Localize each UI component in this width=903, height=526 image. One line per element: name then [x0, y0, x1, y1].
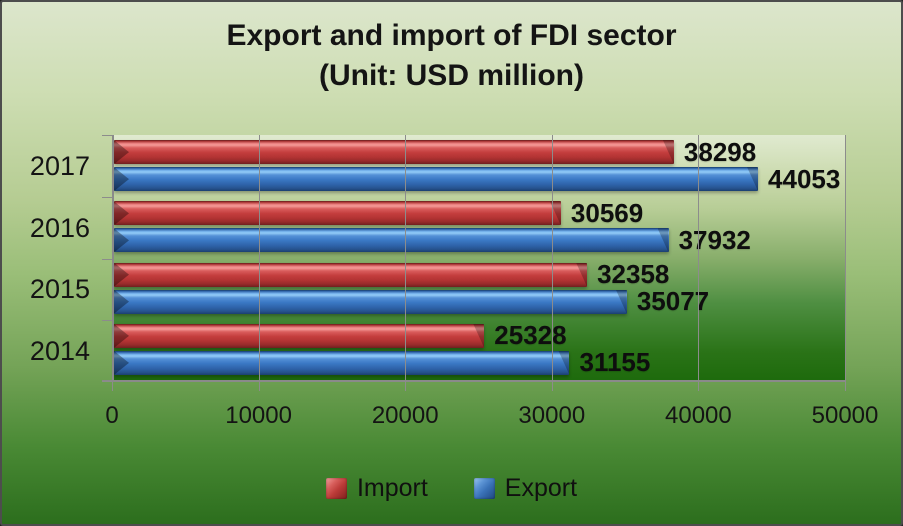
x-axis-label: 30000 — [518, 402, 586, 429]
bar-value-label: 37932 — [678, 224, 751, 255]
chart-title-line1: Export and import of FDI sector — [226, 19, 677, 52]
category-tick — [102, 381, 112, 382]
legend-marker-import-icon — [325, 478, 347, 499]
chart-title: Export and import of FDI sector (Unit: U… — [2, 16, 901, 95]
bar-value-label: 38298 — [683, 136, 757, 167]
bar-row: 25328 31155 — [114, 319, 845, 380]
category-tick — [102, 258, 112, 260]
legend-item-export: Export — [473, 474, 578, 503]
bar-line: 35077 — [114, 286, 845, 316]
bar-value-label: 31155 — [579, 347, 651, 378]
bar-export-2016 — [114, 228, 669, 253]
legend-item-import: Import — [325, 474, 428, 503]
bar-line: 31155 — [114, 347, 845, 377]
category-tick — [102, 196, 112, 198]
bar-import-2016 — [114, 201, 561, 226]
bar-export-2015 — [114, 289, 627, 314]
x-axis-tick — [551, 382, 553, 391]
y-axis-label: 2015 — [29, 274, 90, 305]
grid-line — [551, 135, 553, 382]
bar-value-label: 25328 — [494, 320, 567, 351]
x-axis-tick — [845, 382, 846, 391]
plot-area: 38298 44053 30569 37932 32358 35077 25328 31155 — [102, 135, 846, 391]
bar-row: 30569 37932 — [114, 196, 845, 257]
y-axis-label: 2017 — [29, 150, 90, 181]
grid-line — [845, 135, 846, 382]
x-axis-label: 50000 — [811, 402, 879, 429]
x-axis-label: 0 — [105, 402, 119, 429]
x-axis-tick — [258, 382, 260, 391]
bar-export-2014 — [114, 350, 570, 375]
x-axis-tick — [112, 382, 113, 391]
bar-line: 32358 — [114, 259, 845, 289]
legend-marker-export-icon — [473, 478, 495, 499]
y-axis-line — [112, 135, 114, 382]
category-tick — [102, 320, 112, 322]
x-axis-line — [102, 380, 845, 382]
grid-line — [405, 135, 407, 382]
bar-import-2017 — [114, 140, 674, 165]
bar-value-label: 30569 — [570, 197, 644, 228]
x-axis-tick — [698, 382, 700, 391]
bar-import-2014 — [114, 323, 485, 348]
legend-label: Export — [504, 474, 578, 502]
bar-value-label: 35077 — [636, 286, 710, 317]
bar-line: 44053 — [114, 164, 845, 194]
x-axis-label: 20000 — [371, 402, 439, 429]
bar-row: 32358 35077 — [114, 258, 845, 319]
x-axis-tick — [405, 382, 407, 391]
bar-row: 38298 44053 — [114, 135, 845, 196]
x-axis-label: 10000 — [225, 402, 292, 429]
bar-line: 38298 — [114, 137, 845, 167]
bar-value-label: 32358 — [597, 259, 670, 290]
legend-label: Import — [356, 474, 428, 502]
bar-line: 37932 — [114, 225, 845, 255]
y-axis-label: 2014 — [29, 336, 90, 367]
bar-line: 25328 — [114, 320, 845, 350]
chart-title-line2: (Unit: USD million) — [319, 58, 584, 92]
grid-line — [258, 135, 260, 382]
grid-line — [698, 135, 700, 382]
category-tick — [102, 135, 112, 136]
bar-import-2015 — [114, 262, 588, 287]
bar-export-2017 — [114, 167, 759, 192]
y-axis-label: 2016 — [29, 212, 90, 243]
x-axis-labels: 0 10000 20000 30000 40000 50000 — [105, 402, 878, 432]
bar-value-label: 44053 — [768, 163, 841, 194]
legend: Import Export — [2, 474, 901, 503]
bar-line: 30569 — [114, 198, 845, 228]
bar-rows: 38298 44053 30569 37932 32358 35077 25328 31155 — [114, 135, 845, 380]
x-axis-label: 40000 — [665, 402, 732, 429]
